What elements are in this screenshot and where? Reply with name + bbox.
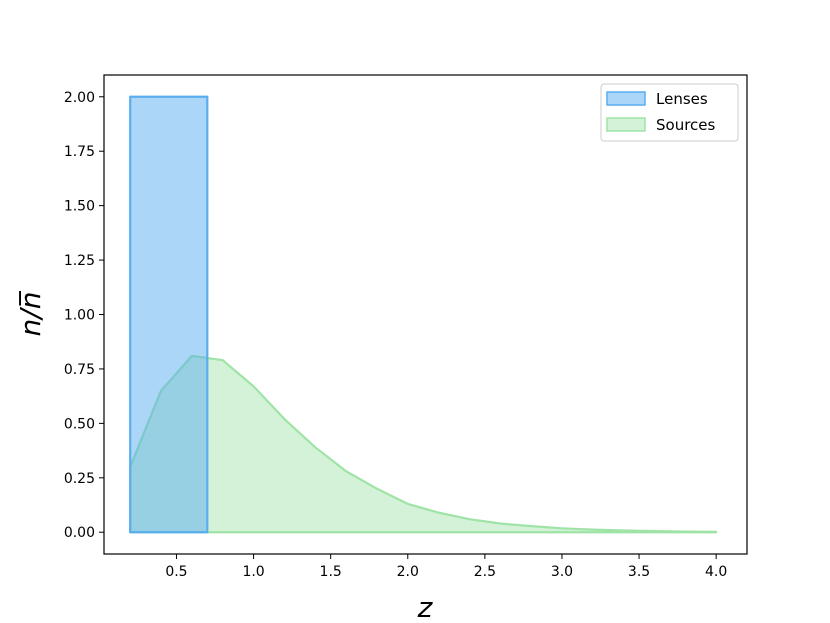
series-area-sources (129, 354, 718, 534)
y-tick-label: 0.25 (64, 471, 95, 487)
y-tick-label: 0.75 (64, 362, 95, 378)
y-tick-label: 1.25 (64, 253, 95, 269)
y-axis: 0.00 0.25 0.50 0.75 1.00 1.25 1.50 1.75 2.00 (64, 90, 104, 541)
legend-label-sources: Sources (656, 116, 716, 134)
y-tick-label: 0.50 (64, 416, 95, 432)
x-axis-label: z (417, 591, 434, 623)
y-tick-label: 2.00 (64, 90, 95, 106)
y-axis-label: n/n̅ (14, 290, 47, 336)
x-tick-label: 3.5 (628, 564, 650, 580)
legend: Lenses Sources (600, 83, 739, 142)
legend-swatch-sources (606, 117, 646, 132)
x-tick-label: 1.0 (242, 564, 264, 580)
y-tick-label: 1.50 (64, 199, 95, 215)
x-tick-label: 1.5 (320, 564, 342, 580)
x-tick-label: 3.0 (551, 564, 573, 580)
y-tick-label: 1.00 (64, 308, 95, 324)
x-tick-label: 2.0 (397, 564, 419, 580)
y-tick-label: 0.00 (64, 525, 95, 541)
series-area-lenses (129, 95, 209, 534)
legend-label-lenses: Lenses (656, 90, 708, 108)
x-axis: 0.5 1.0 1.5 2.0 2.5 3.0 3.5 4.0 (165, 554, 727, 580)
legend-swatch-lenses (606, 91, 646, 106)
x-tick-label: 4.0 (705, 564, 727, 580)
x-tick-label: 2.5 (474, 564, 496, 580)
x-tick-label: 0.5 (165, 564, 187, 580)
plot-area (129, 95, 718, 534)
y-tick-label: 1.75 (64, 144, 95, 160)
